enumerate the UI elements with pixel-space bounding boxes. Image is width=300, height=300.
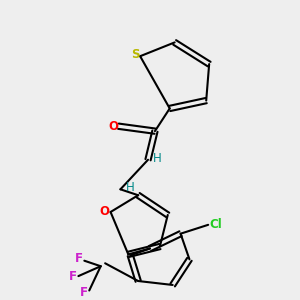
Text: F: F (69, 270, 77, 283)
Text: H: H (153, 152, 162, 165)
Text: O: O (108, 120, 118, 133)
Text: Cl: Cl (209, 218, 222, 231)
Text: S: S (131, 48, 140, 61)
Text: H: H (125, 181, 134, 194)
Text: F: F (80, 286, 88, 299)
Text: O: O (100, 206, 110, 218)
Text: F: F (75, 252, 83, 265)
